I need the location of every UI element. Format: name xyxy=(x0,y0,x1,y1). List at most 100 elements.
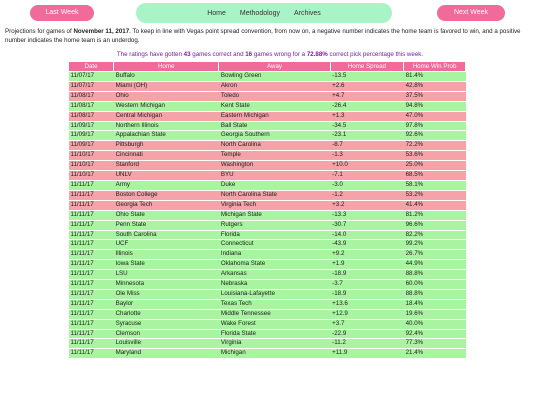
cell-away-team: North Carolina xyxy=(218,140,331,152)
nav-link-archives[interactable]: Archives xyxy=(293,9,321,17)
cell-away-team: Kent State xyxy=(218,101,331,112)
cell-date: 11/11/17 xyxy=(68,269,114,281)
cell-home-win-prob: 96.6% xyxy=(403,220,466,231)
cell-home-spread: +9.2 xyxy=(330,249,404,261)
cell-home-win-prob: 25.0% xyxy=(403,160,466,172)
cell-away-team: Toledo xyxy=(218,91,331,102)
cell-home-team: Northern Illinois xyxy=(113,121,219,132)
cell-home-win-prob: 97.8% xyxy=(403,121,466,132)
table-row: 11/08/17 Ohio Toledo +4.7 37.5% xyxy=(68,91,466,102)
cell-away-team: Washington xyxy=(218,160,331,172)
cell-away-team: Florida xyxy=(218,230,331,241)
cell-home-spread: -13.3 xyxy=(330,210,404,221)
header-date: Date xyxy=(67,61,115,72)
table-row: 11/11/17 South Carolina Florida -14.0 82.2% xyxy=(68,230,466,241)
last-week-button[interactable]: Last Week xyxy=(30,5,94,21)
cell-home-spread: +2.6 xyxy=(330,81,404,92)
cell-home-win-prob: 47.0% xyxy=(403,111,466,122)
cell-home-win-prob: 37.5% xyxy=(403,91,466,102)
table-row: 11/11/17 LSU Arkansas -18.9 88.8% xyxy=(68,269,466,281)
cell-home-win-prob: 18.4% xyxy=(403,299,466,310)
table-row: 11/07/17 Miami (OH) Akron +2.6 42.8% xyxy=(68,81,466,92)
table-row: 11/11/17 Penn State Rutgers -30.7 96.6% xyxy=(68,220,466,231)
cell-home-win-prob: 19.6% xyxy=(403,309,466,320)
cell-away-team: Georgia Southern xyxy=(218,130,331,142)
cell-home-team: Buffalo xyxy=(113,71,219,82)
cell-away-team: Ball State xyxy=(218,121,331,132)
cell-home-win-prob: 99.2% xyxy=(403,239,466,251)
summary-text-2: games correct and xyxy=(190,51,246,58)
table-row: 11/11/17 Clemson Florida State -22.9 92.4% xyxy=(68,329,466,340)
cell-home-win-prob: 92.6% xyxy=(403,130,466,142)
cell-away-team: Florida State xyxy=(218,329,331,340)
cell-home-team: Louisville xyxy=(113,338,219,350)
cell-home-spread: -1.3 xyxy=(330,150,404,162)
cell-date: 11/11/17 xyxy=(68,249,114,261)
cell-home-spread: -26.4 xyxy=(330,101,404,112)
cell-away-team: Middle Tennessee xyxy=(218,309,331,320)
cell-away-team: Indiana xyxy=(218,249,331,261)
header-home-win-prob: Home Win Prob xyxy=(403,61,466,72)
summary-wrong-count: 16 xyxy=(245,51,253,58)
cell-home-team: Miami (OH) xyxy=(113,81,219,92)
table-row: 11/11/17 Illinois Indiana +9.2 26.7% xyxy=(68,249,466,261)
table-row: 11/10/17 Stanford Washington +10.0 25.0% xyxy=(68,160,466,172)
cell-home-spread: +3.2 xyxy=(330,200,404,211)
cell-home-win-prob: 40.0% xyxy=(403,319,466,330)
cell-home-win-prob: 53.2% xyxy=(403,190,466,201)
cell-away-team: Michigan State xyxy=(218,210,331,221)
table-row: 11/11/17 Army Duke -3.0 58.1% xyxy=(68,180,466,191)
cell-home-win-prob: 88.8% xyxy=(403,289,466,300)
cell-away-team: Connecticut xyxy=(218,239,331,251)
nav-link-methodology[interactable]: Methodology xyxy=(239,9,280,17)
cell-date: 11/10/17 xyxy=(68,170,114,181)
table-row: 11/11/17 Maryland Michigan +11.9 21.4% xyxy=(68,348,466,360)
cell-home-win-prob: 82.2% xyxy=(403,230,466,241)
intro-date: November 11, 2017 xyxy=(73,28,130,35)
cell-home-team: Syracuse xyxy=(113,319,219,330)
summary-correct-count: 43 xyxy=(183,51,191,58)
cell-home-team: Pittsburgh xyxy=(113,140,219,152)
cell-away-team: Texas Tech xyxy=(218,299,331,310)
cell-away-team: Virginia xyxy=(218,338,331,350)
header-home-spread: Home Spread xyxy=(329,61,405,72)
cell-home-spread: -11.2 xyxy=(330,338,404,350)
cell-home-win-prob: 88.8% xyxy=(403,269,466,281)
cell-home-team: Western Michigan xyxy=(113,101,219,112)
cell-home-team: Army xyxy=(113,180,219,191)
top-nav: Home Methodology Archives xyxy=(136,3,392,23)
cell-home-spread: -34.5 xyxy=(330,121,404,132)
cell-home-spread: -3.0 xyxy=(330,180,404,191)
cell-away-team: North Carolina State xyxy=(218,190,331,201)
cell-date: 11/11/17 xyxy=(68,259,114,271)
next-week-button[interactable]: Next Week xyxy=(437,5,505,21)
cell-date: 11/11/17 xyxy=(68,348,114,360)
table-row: 11/11/17 Boston College North Carolina Sta… xyxy=(68,190,466,201)
cell-date: 11/11/17 xyxy=(68,279,114,290)
cell-date: 11/10/17 xyxy=(68,150,114,162)
table-row: 11/10/17 Cincinnati Temple -1.3 53.6% xyxy=(68,150,466,162)
cell-home-team: Iowa State xyxy=(113,259,219,271)
cell-date: 11/08/17 xyxy=(68,101,114,112)
cell-date: 11/10/17 xyxy=(68,160,114,172)
cell-date: 11/11/17 xyxy=(68,190,114,201)
cell-date: 11/08/17 xyxy=(68,91,114,102)
table-row: 11/09/17 Pittsburgh North Carolina -8.7 72.2… xyxy=(68,140,466,152)
cell-home-spread: -18.9 xyxy=(330,289,404,300)
table-row: 11/10/17 UNLV BYU -7.1 68.5% xyxy=(68,170,466,181)
table-row: 11/11/17 Louisville Virginia -11.2 77.3% xyxy=(68,338,466,350)
cell-home-win-prob: 81.4% xyxy=(403,71,466,82)
header-away: Away xyxy=(218,61,331,72)
cell-home-spread: -8.7 xyxy=(330,140,404,152)
table-row: 11/09/17 Appalachian State Georgia Souther… xyxy=(68,130,466,142)
cell-date: 11/09/17 xyxy=(68,130,114,142)
cell-home-team: Charlotte xyxy=(113,309,219,320)
header-home: Home xyxy=(113,61,220,72)
cell-home-team: Ohio xyxy=(113,91,219,102)
table-row: 11/11/17 Baylor Texas Tech +13.6 18.4% xyxy=(68,299,466,310)
cell-home-spread: -14.0 xyxy=(330,230,404,241)
cell-home-win-prob: 41.4% xyxy=(403,200,466,211)
summary-percentage: 72.88% xyxy=(306,51,328,58)
cell-away-team: Temple xyxy=(218,150,331,162)
nav-link-home[interactable]: Home xyxy=(207,9,226,17)
